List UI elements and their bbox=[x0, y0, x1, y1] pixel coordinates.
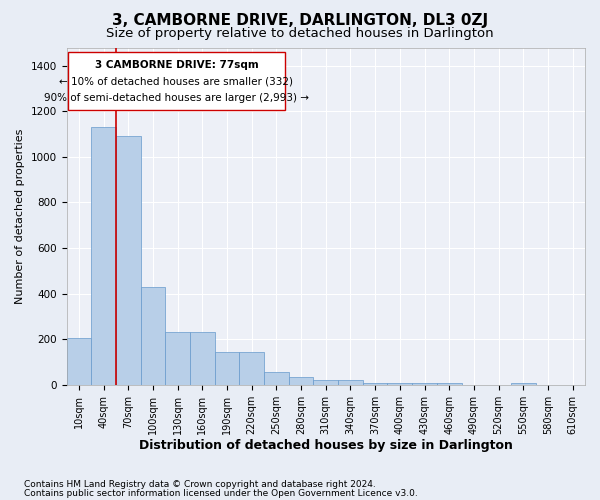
Bar bbox=[338, 380, 363, 385]
Bar bbox=[116, 136, 140, 385]
Text: 3 CAMBORNE DRIVE: 77sqm: 3 CAMBORNE DRIVE: 77sqm bbox=[95, 60, 258, 70]
Bar bbox=[511, 382, 536, 385]
X-axis label: Distribution of detached houses by size in Darlington: Distribution of detached houses by size … bbox=[139, 440, 513, 452]
Bar bbox=[412, 382, 437, 385]
Bar bbox=[437, 382, 461, 385]
Bar bbox=[91, 128, 116, 385]
Text: Contains public sector information licensed under the Open Government Licence v3: Contains public sector information licen… bbox=[24, 488, 418, 498]
Text: ← 10% of detached houses are smaller (332): ← 10% of detached houses are smaller (33… bbox=[59, 76, 293, 86]
FancyBboxPatch shape bbox=[68, 52, 285, 110]
Bar bbox=[239, 352, 264, 385]
Text: 3, CAMBORNE DRIVE, DARLINGTON, DL3 0ZJ: 3, CAMBORNE DRIVE, DARLINGTON, DL3 0ZJ bbox=[112, 12, 488, 28]
Y-axis label: Number of detached properties: Number of detached properties bbox=[15, 128, 25, 304]
Text: Size of property relative to detached houses in Darlington: Size of property relative to detached ho… bbox=[106, 28, 494, 40]
Text: Contains HM Land Registry data © Crown copyright and database right 2024.: Contains HM Land Registry data © Crown c… bbox=[24, 480, 376, 489]
Bar bbox=[190, 332, 215, 385]
Bar bbox=[289, 377, 313, 385]
Bar bbox=[363, 382, 388, 385]
Bar bbox=[215, 352, 239, 385]
Bar bbox=[388, 382, 412, 385]
Bar bbox=[165, 332, 190, 385]
Bar bbox=[313, 380, 338, 385]
Text: 90% of semi-detached houses are larger (2,993) →: 90% of semi-detached houses are larger (… bbox=[44, 93, 309, 103]
Bar bbox=[67, 338, 91, 385]
Bar bbox=[140, 287, 165, 385]
Bar bbox=[264, 372, 289, 385]
